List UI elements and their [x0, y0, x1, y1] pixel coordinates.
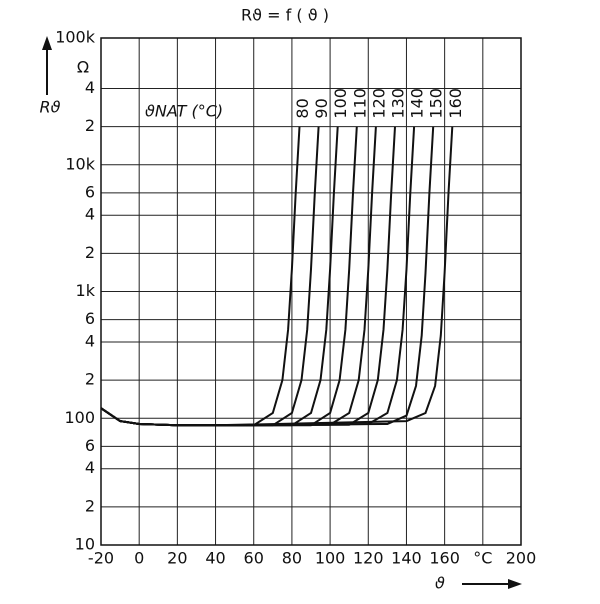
y-tick-label: 2 — [85, 116, 95, 135]
x-tick-label: °C — [473, 549, 492, 568]
x-tick-label: 200 — [506, 549, 537, 568]
y-tick-label: 4 — [85, 331, 95, 350]
x-tick-label: 140 — [391, 549, 422, 568]
curve-label: 100 — [331, 88, 350, 119]
y-tick-label: 10k — [65, 154, 95, 173]
curve-label: 120 — [369, 88, 388, 119]
x-tick-label: 20 — [167, 549, 187, 568]
x-tick-label: 60 — [244, 549, 264, 568]
chart-title: Rϑ = f ( ϑ ) — [241, 6, 329, 25]
y-tick-label: 6 — [85, 182, 95, 201]
y-arrow-head — [42, 36, 52, 50]
y-tick-label: 4 — [85, 205, 95, 224]
y-tick-label: 2 — [85, 370, 95, 389]
y-tick-label: 1k — [76, 281, 96, 300]
curve-label: 150 — [427, 88, 446, 119]
x-tick-label: 100 — [315, 549, 346, 568]
y-tick-label: 2 — [85, 243, 95, 262]
y-tick-label: 4 — [85, 78, 95, 97]
y-tick-label: 2 — [85, 496, 95, 515]
x-tick-label: 120 — [353, 549, 384, 568]
y-tick-label: 100 — [64, 408, 95, 427]
y-tick-label: 4 — [85, 458, 95, 477]
y-tick-label: 6 — [85, 309, 95, 328]
y-axis-label: Rϑ — [39, 98, 60, 117]
x-tick-label: 40 — [205, 549, 225, 568]
curve-label: 110 — [350, 88, 369, 119]
curve-label: 90 — [312, 98, 331, 118]
y-tick-label: 6 — [85, 436, 95, 455]
y-tick-label: 100k — [55, 28, 96, 47]
x-tick-label: -20 — [88, 549, 114, 568]
curve — [100, 126, 454, 427]
x-tick-label: 80 — [282, 549, 302, 568]
annotation: ϑNAT (°C) — [145, 102, 223, 121]
y-tick-label: 10 — [75, 535, 95, 554]
x-arrow-head — [508, 579, 522, 589]
x-tick-label: 0 — [134, 549, 144, 568]
x-tick-label: 160 — [429, 549, 460, 568]
plot-frame — [100, 37, 522, 546]
curve-label: 130 — [389, 88, 408, 119]
curve-label: 160 — [446, 88, 465, 119]
y-unit: Ω — [77, 58, 89, 77]
curve-label: 80 — [293, 98, 312, 118]
curve-label: 140 — [408, 88, 427, 119]
x-axis-label: ϑ — [435, 574, 445, 593]
